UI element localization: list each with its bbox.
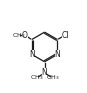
Text: N: N — [55, 50, 60, 59]
Text: CH$_3$: CH$_3$ — [11, 31, 25, 40]
Text: N: N — [42, 68, 48, 77]
Text: CH$_3$: CH$_3$ — [30, 74, 44, 82]
Text: O: O — [22, 31, 28, 40]
Text: CH$_3$: CH$_3$ — [46, 74, 59, 82]
Text: N: N — [29, 50, 35, 59]
Text: Cl: Cl — [62, 31, 70, 40]
